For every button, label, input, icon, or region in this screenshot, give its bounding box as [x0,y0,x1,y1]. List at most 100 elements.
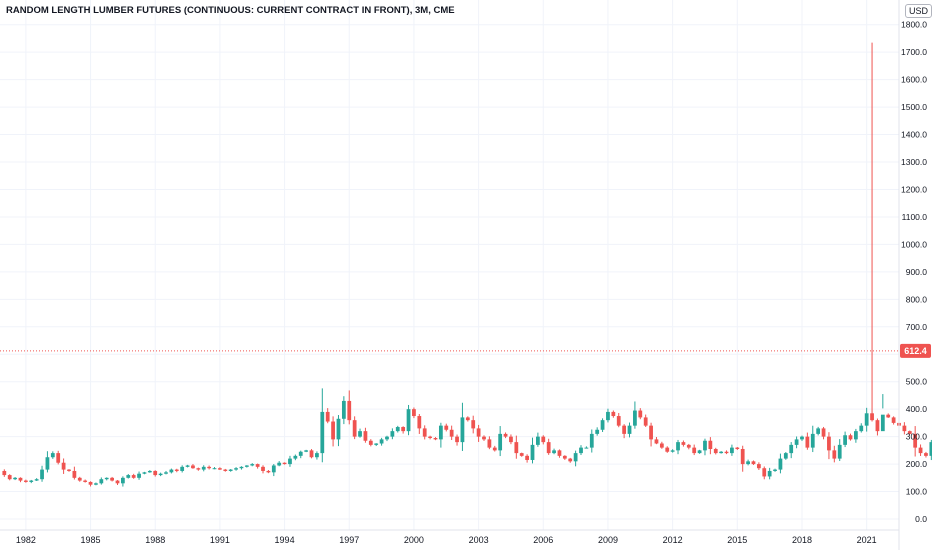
candle [2,469,7,477]
candle [519,452,524,457]
candle [756,462,761,470]
candle [309,449,314,459]
candle-body [196,468,201,470]
candle-body [573,453,578,462]
candle [304,449,309,453]
candle [185,464,190,468]
candle [158,472,163,477]
candle-body [88,481,93,485]
y-tick-label: 900.0 [906,267,928,277]
candle [627,422,632,438]
candle-body [406,409,411,432]
candle-body [234,468,238,470]
candle [681,440,686,447]
candle-body [304,450,309,452]
y-tick-label: 300.0 [906,432,928,442]
candle-body [352,420,357,437]
candle-body [385,436,389,440]
candle [50,451,55,459]
candle-body [918,447,923,454]
x-tick-label: 1997 [339,535,359,545]
candle-body [519,453,524,456]
candle-body [649,425,653,440]
candle-body [433,438,438,440]
candle-body [239,466,244,469]
candle-body [886,414,891,418]
candle [589,429,594,453]
candle-body [622,425,627,434]
candle-body [606,411,610,421]
candle-body [681,442,686,445]
candle-body [665,447,670,452]
x-tick-label: 1988 [145,535,165,545]
candle-body [503,433,508,437]
candle [72,466,77,480]
candle [358,428,362,438]
candle-body [341,400,346,419]
candle-body [142,472,147,474]
candle [7,474,12,481]
candle [773,468,777,472]
candle [546,438,551,455]
candle [503,432,508,439]
y-tick-label: 1300.0 [901,157,927,167]
candle [870,42,874,422]
candle-body [2,470,7,476]
candle [174,468,179,473]
currency-badge[interactable]: USD [905,4,932,18]
x-tick-label: 2009 [598,535,618,545]
x-tick-label: 2000 [404,535,424,545]
candle-body [115,480,120,484]
candle-body [589,433,594,448]
candle [401,426,406,434]
candle [288,455,292,467]
x-tick-label: 2015 [727,535,747,545]
candle-body [147,470,152,473]
x-tick-label: 1982 [16,535,36,545]
y-tick-label: 1700.0 [901,47,927,57]
candle [341,396,346,425]
candle [541,435,546,445]
candle [277,461,282,467]
candle-body [207,466,212,469]
candle [568,457,573,463]
candle-body [864,413,869,426]
candle-body [595,429,600,434]
candle-body [13,477,17,480]
candle-body [120,477,125,484]
candle [514,435,519,459]
candle [428,435,432,440]
y-tick-label: 700.0 [906,322,928,332]
candle-body [390,431,395,437]
candle-body [810,433,815,448]
candle-body [191,465,195,469]
x-tick-label: 2006 [533,535,553,545]
candle-body [924,453,928,456]
candle [767,467,772,480]
candle-body [843,435,847,445]
candle-body [34,479,39,481]
candle [471,415,476,434]
candle [244,465,249,468]
candle [331,416,335,447]
candle [223,468,228,472]
candle [422,425,427,440]
candle-body [816,428,821,434]
candle [390,428,395,440]
candle [843,431,847,448]
candle-body [794,439,799,445]
candle [417,414,422,434]
candle-body [638,410,643,418]
candle-body [250,464,255,466]
candle [525,454,529,463]
last-price-label: 612.4 [904,346,927,356]
candle [298,450,303,459]
candle-body [282,462,287,465]
candle [120,476,125,487]
candle [643,414,648,428]
candle [293,454,298,461]
candle-body [708,440,713,449]
candle-body [875,420,880,432]
candle [438,422,443,448]
